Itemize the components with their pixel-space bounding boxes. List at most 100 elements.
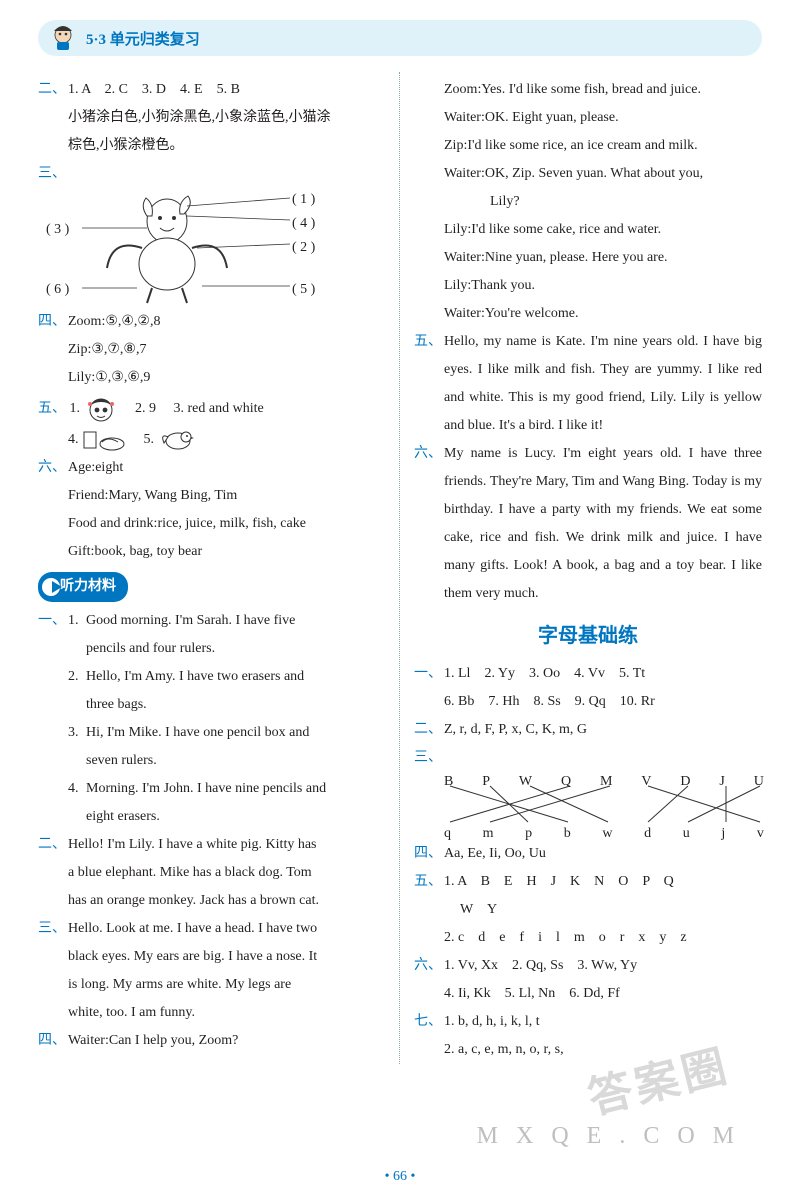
dlg-l6: Waiter:Nine yuan, please. Here you are. <box>414 244 762 272</box>
L3-num: 三、 <box>414 750 442 765</box>
mark-6: ( 6 ) <box>46 276 69 304</box>
watermark-2: M X Q E . C O M <box>477 1123 740 1150</box>
left-column: 二、 1. A 2. C 3. D 4. E 5. B 小猪涂白色,小狗涂黑色,… <box>38 72 400 1064</box>
a3-num: 三、 <box>38 915 68 943</box>
matching-diagram: B P W Q M V D J U q <box>444 768 762 840</box>
L2-text: Z, r, d, F, P, x, C, K, m, G <box>444 716 762 744</box>
page-footer: • 66 • <box>0 1169 800 1185</box>
a1-q2a: Hello, I'm Amy. I have two erasers and <box>86 663 385 691</box>
audio-heading: 听力材料 <box>38 572 128 602</box>
sec3: 三、 <box>38 160 385 188</box>
L7-l1: 1. b, d, h, i, k, l, t <box>444 1008 762 1036</box>
mb-8: v <box>757 820 764 848</box>
right-column: Zoom:Yes. I'd like some fish, bread and … <box>400 72 762 1064</box>
letters-heading: 字母基础练 <box>414 616 762 656</box>
sec2: 二、 1. A 2. C 3. D 4. E 5. B <box>38 76 385 104</box>
sec5-num: 五、 <box>38 401 66 416</box>
sec2-note1: 小猪涂白色,小狗涂黑色,小象涂蓝色,小猫涂 <box>38 104 385 132</box>
dlg-l4b: Lily? <box>414 188 762 216</box>
a1-n4: 4. <box>68 775 86 803</box>
a2-l2: a blue elephant. Mike has a black dog. T… <box>38 859 385 887</box>
L2-num: 二、 <box>414 716 444 744</box>
body-diagram: ( 1 ) ( 4 ) ( 3 ) ( 2 ) ( 5 ) ( 6 ) <box>52 188 385 308</box>
sec4-l1: Zoom:⑤,④,②,8 <box>68 308 385 336</box>
mb-2: p <box>525 820 532 848</box>
L6-l2: 4. Ii, Kk 5. Ll, Nn 6. Dd, Ff <box>414 980 762 1008</box>
L6-l1: 1. Vv, Xx 2. Qq, Ss 3. Ww, Yy <box>444 952 762 980</box>
matching-bot: q m p b w d u j v <box>444 820 764 848</box>
mb-1: m <box>483 820 494 848</box>
a3-l3: is long. My arms are white. My legs are <box>38 971 385 999</box>
a1-n1: 1. <box>68 607 86 635</box>
header-band: 5·3 单元归类复习 <box>38 20 762 56</box>
sec6-l4: Gift:book, bag, toy bear <box>38 538 385 566</box>
sec6-l3: Food and drink:rice, juice, milk, fish, … <box>38 510 385 538</box>
L1-num: 一、 <box>414 660 444 688</box>
a1-n3: 3. <box>68 719 86 747</box>
bird-icon <box>158 427 194 453</box>
mark-3: ( 3 ) <box>46 216 69 244</box>
mb-3: b <box>564 820 571 848</box>
L4-num: 四、 <box>414 840 444 868</box>
body-diagram-svg <box>52 188 382 306</box>
sec4: 四、 Zoom:⑤,④,②,8 <box>38 308 385 336</box>
a3-l1: Hello. Look at me. I have a head. I have… <box>68 915 385 943</box>
header-title: 5·3 单元归类复习 <box>86 28 200 49</box>
a4-l1: Waiter:Can I help you, Zoom? <box>68 1027 385 1055</box>
sec4-l2: Zip:③,⑦,⑧,7 <box>38 336 385 364</box>
food-icon <box>82 428 126 452</box>
a1-q2b: three bags. <box>68 691 385 719</box>
r-sec5-text: Hello, my name is Kate. I'm nine years o… <box>444 328 762 440</box>
mb-0: q <box>444 820 451 848</box>
content-columns: 二、 1. A 2. C 3. D 4. E 5. B 小猪涂白色,小狗涂黑色,… <box>38 72 762 1064</box>
a1-num: 一、 <box>38 607 68 831</box>
a1-q4a: Morning. I'm John. I have nine pencils a… <box>86 775 385 803</box>
L5: 五、 1. A B E H J K N O P Q <box>414 868 762 896</box>
L6-num: 六、 <box>414 952 444 980</box>
dlg-l4a: Waiter:OK, Zip. Seven yuan. What about y… <box>414 160 762 188</box>
L1-r1: 1. Ll 2. Yy 3. Oo 4. Vv 5. Tt <box>444 660 762 688</box>
dlg-l8: Waiter:You're welcome. <box>414 300 762 328</box>
sec5-i3: 3. red and white <box>174 401 264 416</box>
sec5-i4: 4. <box>68 432 79 447</box>
mark-2: ( 2 ) <box>292 234 315 262</box>
r-sec6: 六、 My name is Lucy. I'm eight years old.… <box>414 440 762 608</box>
sec2-note2: 棕色,小猴涂橙色。 <box>38 132 385 160</box>
sec4-l3: Lily:①,③,⑥,9 <box>38 364 385 392</box>
a1-q4b: eight erasers. <box>68 803 385 831</box>
r-sec5-num: 五、 <box>414 328 444 440</box>
a3-l2: black eyes. My ears are big. I have a no… <box>38 943 385 971</box>
L6: 六、 1. Vv, Xx 2. Qq, Ss 3. Ww, Yy <box>414 952 762 980</box>
r-sec6-text: My name is Lucy. I'm eight years old. I … <box>444 440 762 608</box>
sec5-i5: 5. <box>144 432 155 447</box>
a4-num: 四、 <box>38 1027 68 1055</box>
dlg-l7: Lily:Thank you. <box>414 272 762 300</box>
r-sec5: 五、 Hello, my name is Kate. I'm nine year… <box>414 328 762 440</box>
a2-l3: has an orange monkey. Jack has a brown c… <box>38 887 385 915</box>
L2: 二、 Z, r, d, F, P, x, C, K, m, G <box>414 716 762 744</box>
L7: 七、 1. b, d, h, i, k, l, t <box>414 1008 762 1036</box>
a2-l1: Hello! I'm Lily. I have a white pig. Kit… <box>68 831 385 859</box>
mb-7: j <box>721 820 725 848</box>
a3: 三、 Hello. Look at me. I have a head. I h… <box>38 915 385 943</box>
sec6-l2: Friend:Mary, Wang Bing, Tim <box>38 482 385 510</box>
audio-heading-text: 听力材料 <box>60 573 116 601</box>
dlg-l5: Lily:I'd like some cake, rice and water. <box>414 216 762 244</box>
sec6-l1: Age:eight <box>68 454 385 482</box>
a1-q1b: pencils and four rulers. <box>68 635 385 663</box>
sec5-i1: 1. <box>70 401 81 416</box>
L5-l3: 2. c d e f i l m o r x y z <box>414 924 762 952</box>
sec5: 五、 1. 2. 9 3. red and white <box>38 392 385 426</box>
mb-4: w <box>602 820 612 848</box>
L1: 一、 1. Ll 2. Yy 3. Oo 4. Vv 5. Tt <box>414 660 762 688</box>
a1-q3a: Hi, I'm Mike. I have one pencil box and <box>86 719 385 747</box>
mascot-icon <box>48 23 78 53</box>
a2-num: 二、 <box>38 831 68 859</box>
page-number: 66 <box>393 1169 407 1184</box>
sec2-items: 1. A 2. C 3. D 4. E 5. B <box>68 76 385 104</box>
sec5-i2: 2. 9 <box>135 401 156 416</box>
L5-l2: W Y <box>414 896 762 924</box>
dlg-l1: Zoom:Yes. I'd like some fish, bread and … <box>414 76 762 104</box>
a1: 一、 1.Good morning. I'm Sarah. I have fiv… <box>38 607 385 831</box>
dlg-l2: Waiter:OK. Eight yuan, please. <box>414 104 762 132</box>
